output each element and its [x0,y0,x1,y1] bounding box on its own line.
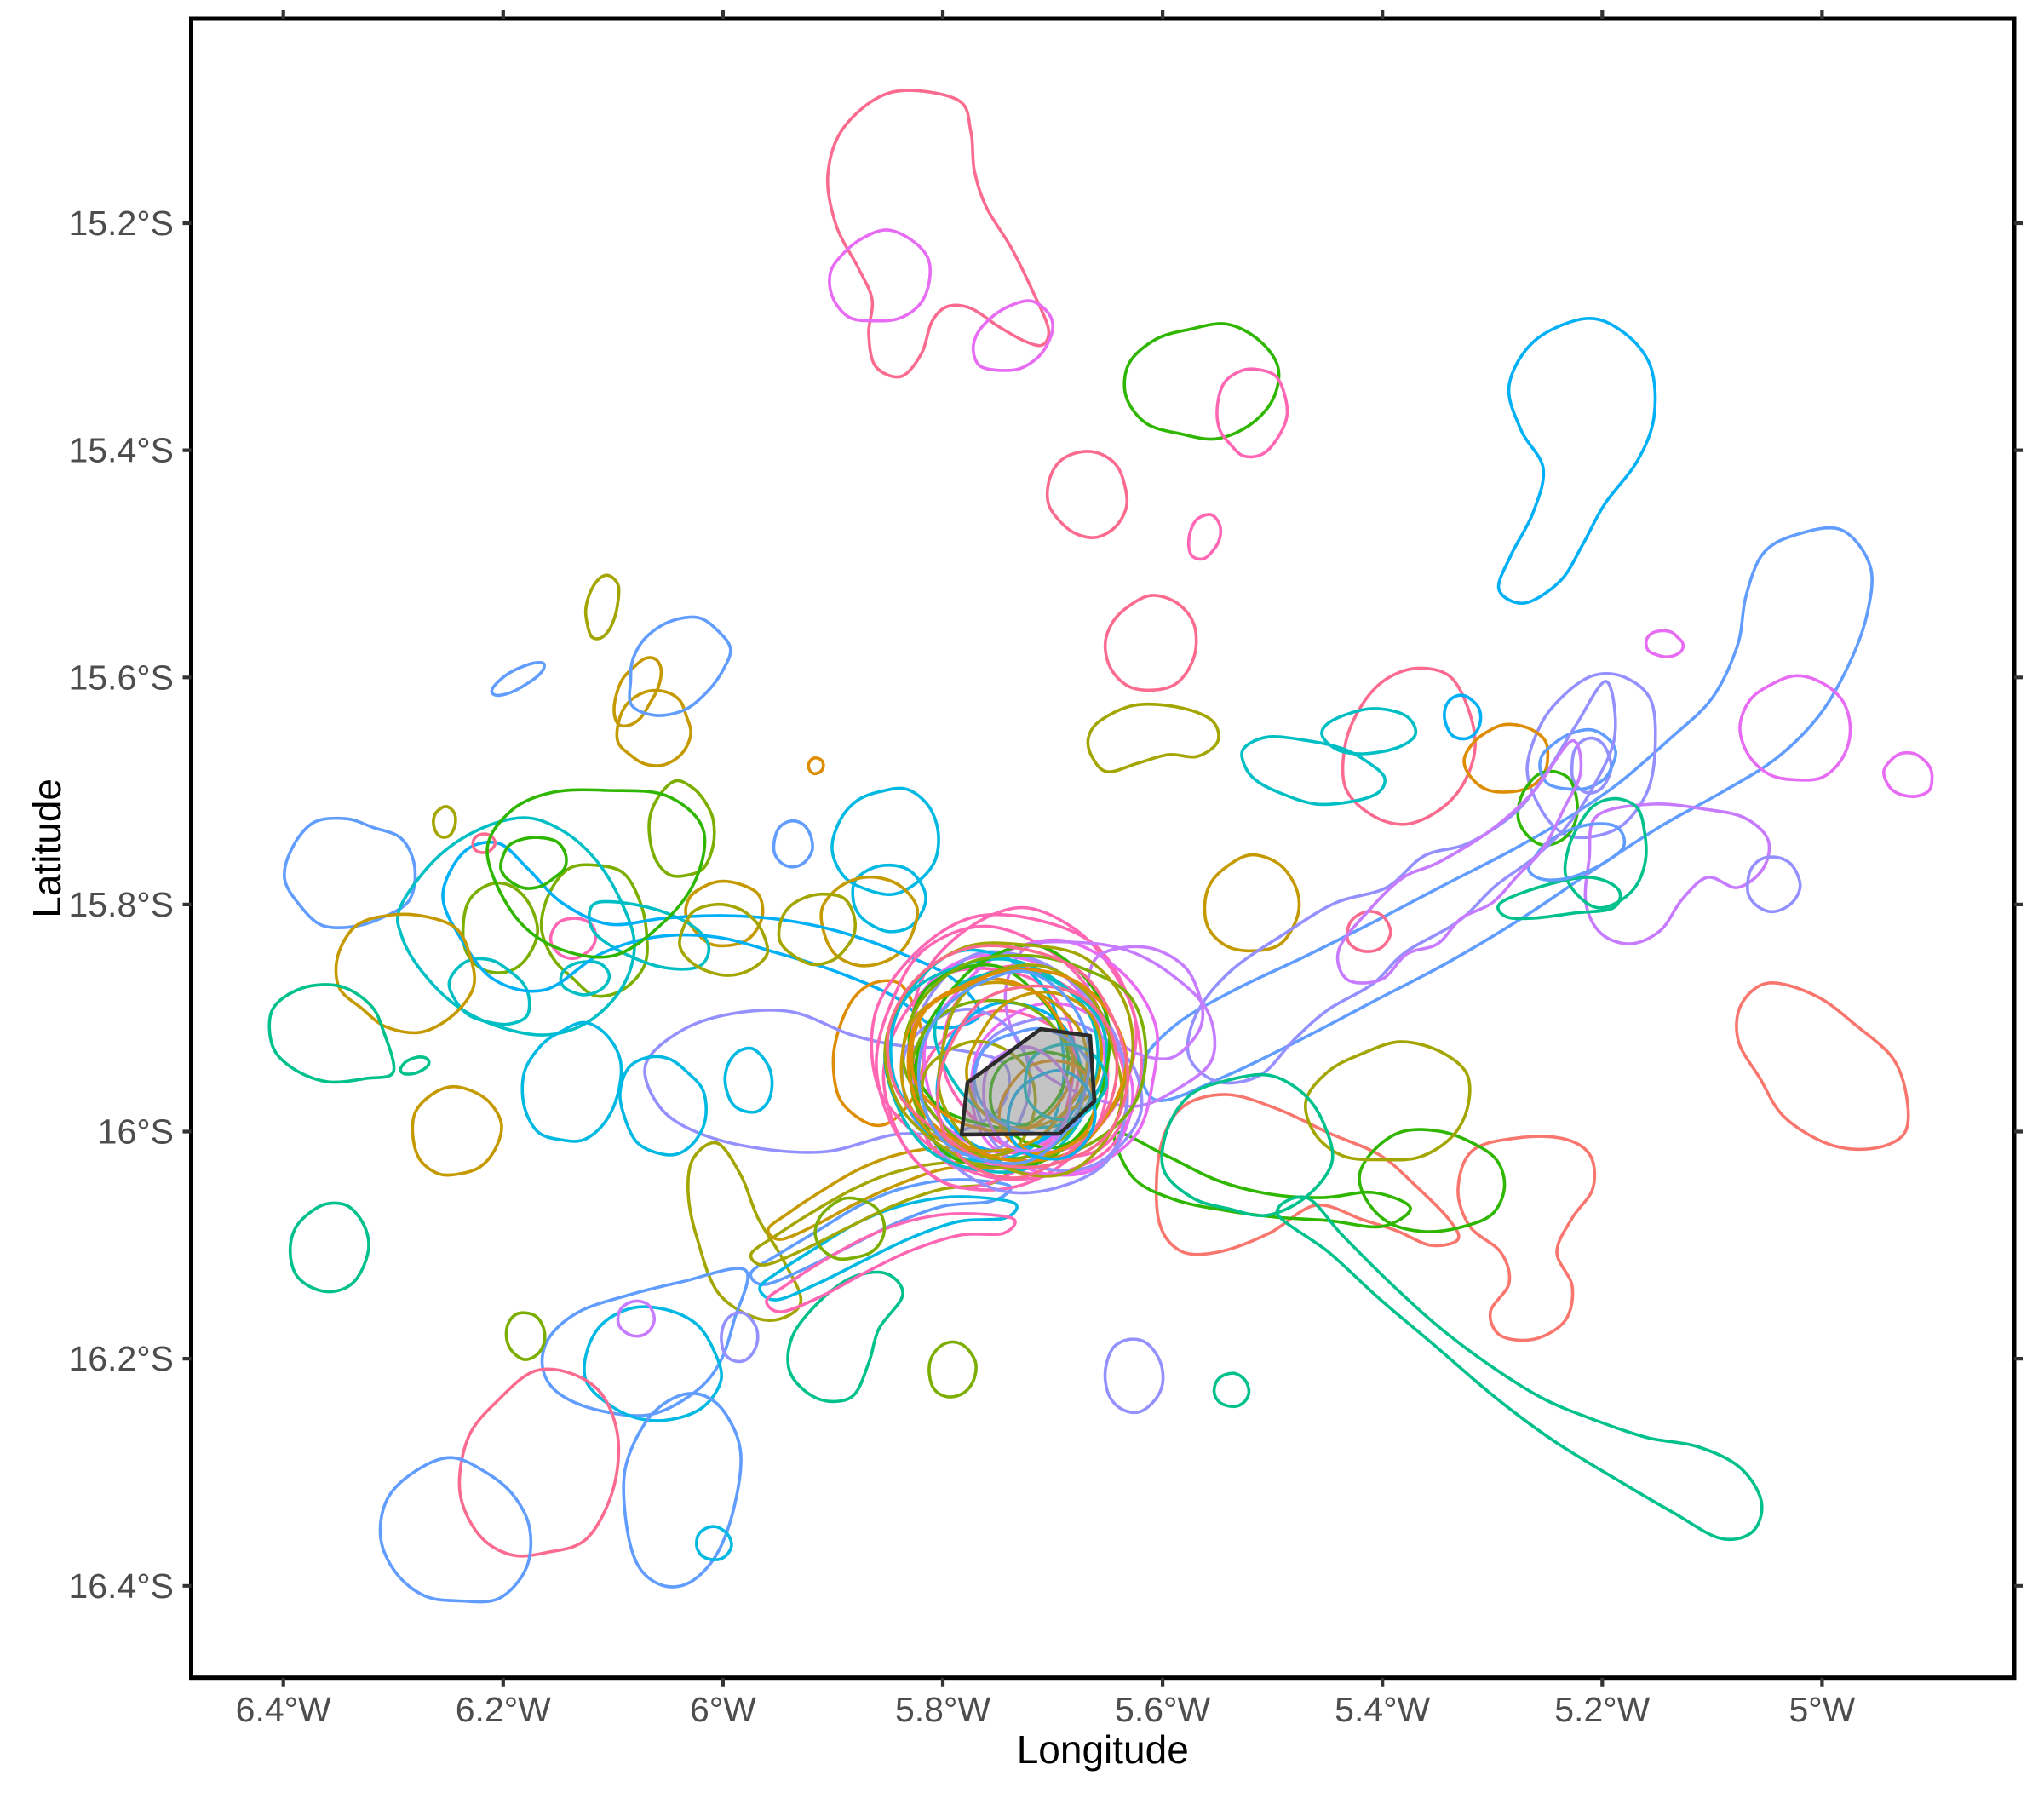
svg-text:5.8°W: 5.8°W [895,1690,990,1729]
svg-text:5°W: 5°W [1788,1690,1855,1729]
svg-text:Longitude: Longitude [1017,1727,1189,1772]
svg-text:6.2°W: 6.2°W [456,1690,551,1729]
svg-text:15.2°S: 15.2°S [68,204,174,243]
svg-text:Latitude: Latitude [25,779,69,918]
svg-text:5.4°W: 5.4°W [1335,1690,1430,1729]
svg-text:6°W: 6°W [690,1690,756,1729]
svg-text:16°S: 16°S [98,1112,174,1152]
svg-text:15.4°S: 15.4°S [68,431,174,470]
svg-text:5.6°W: 5.6°W [1115,1690,1210,1729]
svg-text:5.2°W: 5.2°W [1554,1690,1650,1729]
svg-text:16.2°S: 16.2°S [68,1339,174,1378]
svg-text:15.8°S: 15.8°S [68,885,174,924]
svg-text:6.4°W: 6.4°W [236,1690,331,1729]
svg-text:15.6°S: 15.6°S [68,658,174,697]
svg-text:16.4°S: 16.4°S [68,1566,174,1606]
